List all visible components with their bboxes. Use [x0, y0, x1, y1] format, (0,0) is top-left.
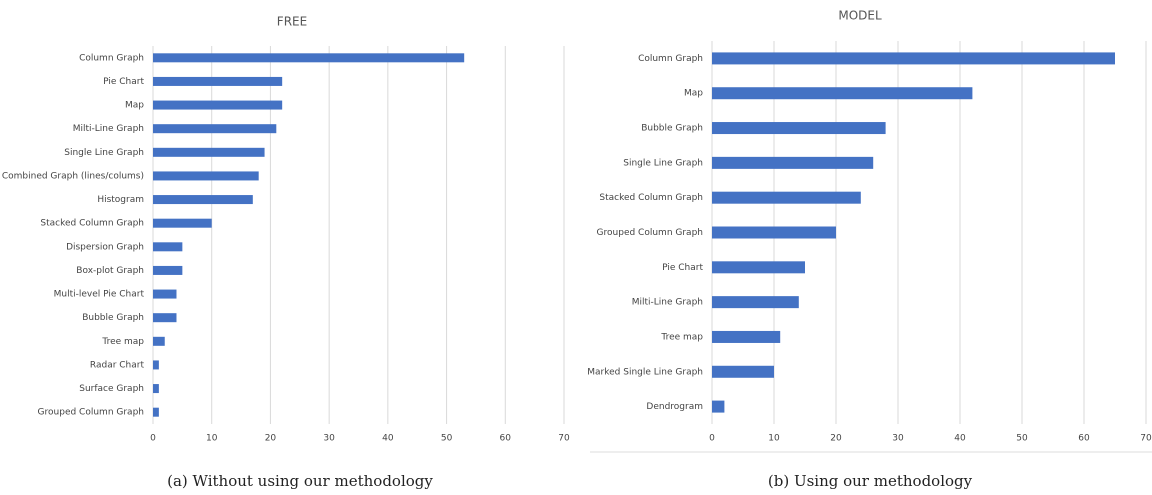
- y-tick-label: Pie Chart: [103, 77, 144, 87]
- y-tick-label: Map: [684, 89, 703, 99]
- y-tick-label: Column Graph: [638, 54, 703, 64]
- y-tick-label: Column Graph: [79, 53, 144, 63]
- y-tick-label: Grouped Column Graph: [597, 228, 703, 238]
- bar: [153, 289, 177, 299]
- bar: [153, 53, 465, 63]
- bar: [153, 171, 259, 181]
- bar: [712, 330, 781, 343]
- x-tick-label: 0: [709, 434, 715, 444]
- x-tick-label: 40: [954, 434, 966, 444]
- x-tick-label: 40: [382, 434, 394, 444]
- bar: [712, 156, 874, 169]
- bar: [153, 76, 283, 86]
- bar: [712, 122, 886, 135]
- y-tick-label: Dendrogram: [646, 402, 703, 412]
- y-tick-label: Single Line Graph: [623, 158, 703, 168]
- y-tick-label: Multi-level Pie Chart: [54, 290, 145, 300]
- x-tick-label: 20: [830, 434, 842, 444]
- bar: [712, 296, 799, 309]
- y-tick-label: Milti-Line Graph: [73, 124, 144, 134]
- x-tick-label: 70: [1140, 434, 1152, 444]
- bar: [712, 191, 861, 204]
- y-tick-label: Tree map: [101, 337, 144, 347]
- bar: [153, 384, 159, 394]
- y-tick-label: Combined Graph (lines/colums): [2, 171, 144, 181]
- chart-title: MODEL: [838, 9, 882, 23]
- y-tick-label: Stacked Column Graph: [40, 219, 144, 229]
- y-tick-label: Grouped Column Graph: [38, 408, 144, 418]
- y-tick-label: Radar Chart: [90, 360, 145, 370]
- x-tick-label: 10: [768, 434, 780, 444]
- bar: [153, 147, 265, 157]
- x-tick-label: 30: [323, 434, 335, 444]
- y-tick-label: Bubble Graph: [641, 124, 703, 134]
- y-tick-label: Tree map: [660, 332, 703, 342]
- bar: [712, 261, 805, 274]
- y-tick-label: Pie Chart: [662, 263, 703, 273]
- bar: [712, 52, 1115, 65]
- chart-title: FREE: [277, 15, 307, 29]
- y-tick-label: Box-plot Graph: [76, 266, 144, 276]
- x-tick-label: 0: [150, 434, 156, 444]
- bar: [712, 87, 973, 100]
- y-tick-label: Histogram: [97, 195, 144, 205]
- y-tick-label: Stacked Column Graph: [599, 193, 703, 203]
- caption: (a) Without using our methodology: [167, 472, 433, 490]
- bar: [153, 124, 277, 134]
- bar: [712, 400, 725, 413]
- x-tick-label: 60: [1078, 434, 1090, 444]
- x-tick-label: 60: [500, 434, 512, 444]
- bar: [153, 407, 159, 417]
- bar: [153, 265, 183, 275]
- y-tick-label: Single Line Graph: [64, 148, 144, 158]
- bar: [153, 100, 283, 110]
- bar: [153, 218, 212, 228]
- y-tick-label: Milti-Line Graph: [632, 298, 703, 308]
- bar: [153, 242, 183, 252]
- bar: [153, 360, 159, 370]
- x-tick-label: 30: [892, 434, 904, 444]
- x-tick-label: 50: [1016, 434, 1028, 444]
- y-tick-label: Surface Graph: [79, 384, 144, 394]
- bar: [153, 313, 177, 323]
- y-tick-label: Dispersion Graph: [66, 242, 144, 252]
- x-tick-label: 20: [265, 434, 277, 444]
- y-tick-label: Marked Single Line Graph: [587, 367, 703, 377]
- y-tick-label: Bubble Graph: [82, 313, 144, 323]
- x-tick-label: 70: [558, 434, 570, 444]
- bar: [153, 195, 253, 205]
- bar: [712, 226, 836, 239]
- x-tick-label: 10: [206, 434, 218, 444]
- bar: [712, 365, 774, 378]
- caption: (b) Using our methodology: [768, 472, 973, 490]
- y-tick-label: Map: [125, 101, 144, 111]
- bar: [153, 336, 165, 346]
- x-tick-label: 50: [441, 434, 453, 444]
